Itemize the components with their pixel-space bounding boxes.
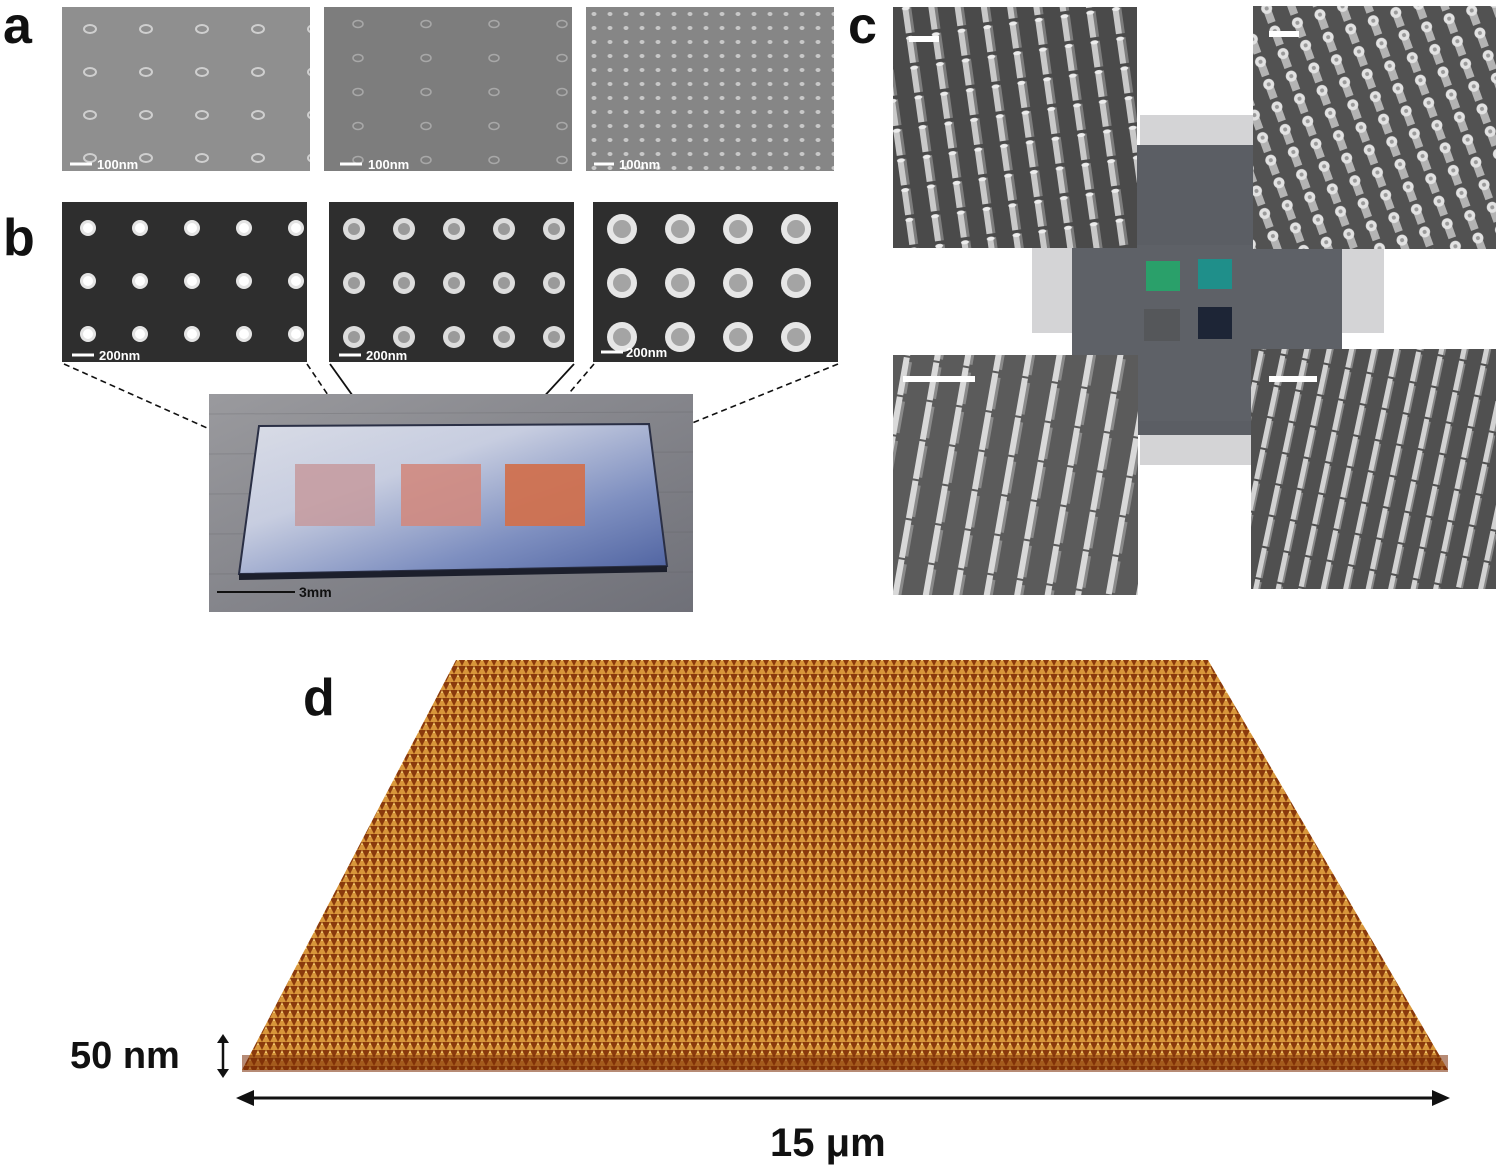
- sem-image-b3: 200nm: [593, 202, 838, 362]
- scale-label-a2: 100nm: [368, 157, 409, 171]
- panel-d-label: d: [303, 669, 335, 727]
- sem-image-a1: 100nm: [62, 7, 310, 171]
- sem-pillars-bottom-left: [893, 355, 1138, 595]
- height-arrow: [217, 1034, 229, 1078]
- sample-photo: 3mm: [209, 394, 693, 612]
- sem-pillars-bottom-right: [1251, 349, 1496, 589]
- photo-scale-label: 3mm: [299, 584, 332, 600]
- scale-label-a3: 100nm: [619, 157, 660, 171]
- sem-image-a3: 100nm: [586, 7, 834, 171]
- sem-pillars-top-left: [893, 7, 1137, 248]
- scale-label-b3: 200nm: [626, 345, 667, 360]
- afm-surface: [242, 660, 1448, 1072]
- panel-c-label: c: [848, 0, 877, 55]
- width-arrow: [236, 1090, 1450, 1106]
- panel-b-label: b: [3, 209, 35, 267]
- sem-image-b2: 200nm: [329, 202, 574, 362]
- sem-image-b1: 200nm: [62, 202, 307, 362]
- width-label: 15 μm: [770, 1121, 886, 1165]
- scale-label-a1: 100nm: [97, 157, 138, 171]
- scale-label-b2: 200nm: [366, 348, 407, 362]
- height-label: 50 nm: [70, 1035, 180, 1077]
- panel-a-label: a: [3, 0, 32, 55]
- sem-image-a2: 100nm: [324, 7, 572, 171]
- sem-pillars-top-right: [1253, 6, 1496, 249]
- scale-label-b1: 200nm: [99, 348, 140, 362]
